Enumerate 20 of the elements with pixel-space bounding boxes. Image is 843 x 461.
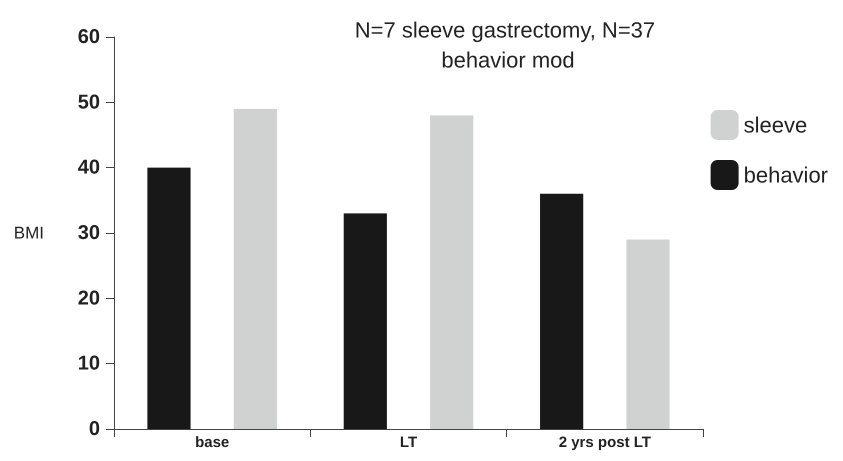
y-tick-label: 40 [78, 156, 100, 179]
chart-title: N=7 sleeve gastrectomy, N=37 behavior mod [354, 18, 662, 72]
bar [430, 115, 474, 429]
legend-label: behavior [744, 162, 828, 188]
y-tick-label: 10 [78, 352, 100, 375]
x-tick-label: LT [400, 434, 418, 451]
y-tick-label: 50 [78, 91, 100, 114]
y-tick-label: 0 [88, 418, 100, 440]
y-tick-label: 20 [78, 287, 100, 310]
bar [147, 168, 191, 429]
y-tick-label: 30 [78, 222, 100, 244]
bar [234, 108, 277, 429]
legend-label: sleeve [744, 112, 808, 138]
bar [344, 213, 387, 429]
bar [626, 240, 670, 429]
y-axis-title: BMI [14, 224, 44, 242]
x-tick-label: 2 yrs post LT [558, 434, 651, 451]
bar [540, 194, 584, 429]
x-tick-label: base [195, 434, 230, 451]
y-tick-label: 60 [78, 26, 100, 48]
